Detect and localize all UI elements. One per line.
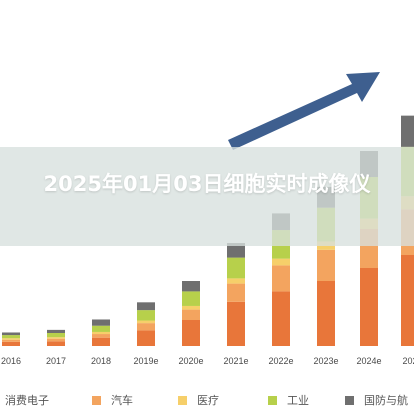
legend-label: 消费电子 [5,394,49,407]
legend-item: 消费电子 [0,392,49,408]
x-tick-label: 202 [402,356,414,366]
bar-segment-2018-4 [92,319,110,326]
bar-segment-2016-0 [2,341,20,346]
bar-segment-2021e-4 [227,243,245,258]
bar-segment-2020e-3 [182,291,200,306]
bar-segment-2019e-3 [137,310,155,321]
x-tick-label: 2021e [223,356,249,366]
bar-segment-2021e-0 [227,301,245,346]
legend-swatch [178,395,187,405]
bar-segment-2016-2 [2,338,20,340]
bar-segment-2020e-2 [182,305,200,310]
bar-segment-2025e-4 [401,115,414,147]
bar-segment-2023e-1 [317,249,335,281]
bar-segment-2018-1 [92,334,110,338]
legend-item: 国防与航 [345,392,408,408]
x-tick-label: 2024e [356,356,382,366]
bar-segment-2018-2 [92,331,110,335]
bar-segment-2022e-0 [272,291,290,346]
legend-label: 汽车 [111,394,133,407]
bar-segment-2017-3 [47,333,65,338]
bar-segment-2017-0 [47,341,65,346]
x-tick-label: 2023e [313,356,339,366]
bar-segment-2021e-1 [227,283,245,302]
cagr-arrow-shape [228,72,380,150]
banner-title: 2025年01月03日细胞实时成像仪 [43,172,371,196]
x-tick-label: 2018 [90,356,112,366]
bar-segment-2016-3 [2,335,20,339]
bar-segment-2017-2 [47,337,65,339]
x-tick-label: 2016 [0,356,22,366]
bar-segment-2025e-0 [401,255,414,346]
legend-label: 工业 [287,394,309,407]
bar-segment-2019e-2 [137,320,155,324]
bar-segment-2022e-2 [272,258,290,266]
x-tick-label: 2019e [133,356,159,366]
bar-segment-2019e-0 [137,330,155,346]
title-banner [0,147,414,246]
legend-label: 医疗 [197,394,219,407]
bar-segment-2020e-1 [182,309,200,320]
legend-swatch [268,395,277,405]
legend-item: 工业 [268,392,309,408]
x-tick-label: 2020e [178,356,204,366]
bar-segment-2021e-3 [227,257,245,279]
bar-segment-2024e-0 [360,268,378,346]
bar-segment-2020e-0 [182,320,200,346]
bar-segment-2017-1 [47,338,65,342]
x-tick-label: 2022e [268,356,294,366]
bar-segment-2019e-4 [137,302,155,311]
bar-segment-2018-0 [92,337,110,346]
x-tick-label: 2017 [45,356,67,366]
legend-item: 医疗 [178,392,219,408]
bar-segment-2023e-0 [317,281,335,346]
bar-segment-2022e-1 [272,265,290,292]
bar-segment-2018-3 [92,325,110,332]
legend-item: 汽车 [92,392,133,408]
bar-segment-2021e-2 [227,278,245,284]
legend-label: 国防与航 [364,394,408,407]
legend: 消费电子 汽车 医疗 工业 国防与航 [0,392,414,408]
bar-segment-2020e-4 [182,281,200,292]
legend-swatch [345,395,354,405]
bar-segment-2019e-1 [137,323,155,331]
bar-segment-2017-4 [47,329,65,333]
bar-segment-2016-4 [2,332,20,336]
legend-swatch [92,395,101,405]
cagr-arrow [228,72,380,150]
bar-segment-2016-1 [2,339,20,342]
